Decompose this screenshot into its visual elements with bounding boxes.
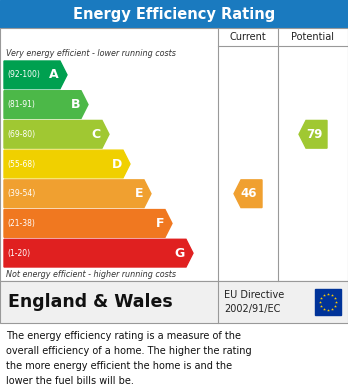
Text: England & Wales: England & Wales	[8, 293, 173, 311]
Text: C: C	[92, 128, 101, 141]
Text: D: D	[112, 158, 122, 170]
Text: (1-20): (1-20)	[7, 249, 30, 258]
Text: (81-91): (81-91)	[7, 100, 35, 109]
Text: Not energy efficient - higher running costs: Not energy efficient - higher running co…	[6, 270, 176, 279]
Text: A: A	[49, 68, 59, 81]
Text: Potential: Potential	[292, 32, 334, 42]
Text: B: B	[71, 98, 80, 111]
Text: 46: 46	[241, 187, 257, 200]
Bar	[0, 281, 348, 323]
Polygon shape	[4, 61, 67, 89]
Text: G: G	[175, 247, 185, 260]
Text: F: F	[156, 217, 164, 230]
Bar	[315, 289, 341, 315]
Text: (21-38): (21-38)	[7, 219, 35, 228]
Polygon shape	[299, 120, 327, 148]
Text: Energy Efficiency Rating: Energy Efficiency Rating	[73, 7, 275, 22]
Polygon shape	[4, 150, 130, 178]
Polygon shape	[4, 120, 109, 148]
Polygon shape	[4, 180, 151, 208]
Text: (69-80): (69-80)	[7, 130, 35, 139]
Text: Current: Current	[230, 32, 266, 42]
Polygon shape	[4, 91, 88, 118]
Polygon shape	[4, 239, 193, 267]
Bar	[0, 28, 348, 281]
Polygon shape	[234, 180, 262, 208]
Text: Very energy efficient - lower running costs: Very energy efficient - lower running co…	[6, 48, 176, 57]
Text: E: E	[134, 187, 143, 200]
Text: (55-68): (55-68)	[7, 160, 35, 169]
Text: (92-100): (92-100)	[7, 70, 40, 79]
Text: 79: 79	[306, 128, 322, 141]
Text: (39-54): (39-54)	[7, 189, 35, 198]
Bar	[0, 0, 348, 28]
Text: The energy efficiency rating is a measure of the
overall efficiency of a home. T: The energy efficiency rating is a measur…	[6, 331, 252, 386]
Text: EU Directive
2002/91/EC: EU Directive 2002/91/EC	[224, 290, 284, 314]
Polygon shape	[4, 210, 172, 237]
